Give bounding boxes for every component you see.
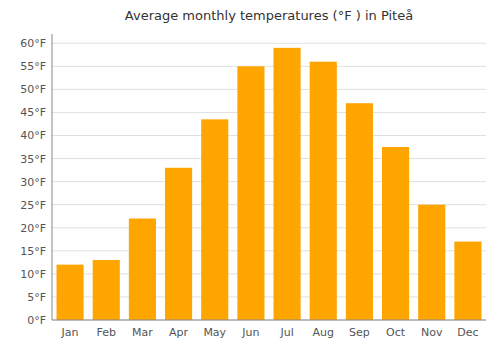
bar	[418, 205, 445, 320]
bar	[274, 48, 301, 320]
x-tick-label: Feb	[97, 326, 116, 339]
x-tick-label: Dec	[457, 326, 478, 339]
y-tick-label: 35°F	[20, 153, 46, 166]
y-tick-label: 40°F	[20, 129, 46, 142]
title: Average monthly temperatures (°F ) in Pi…	[125, 8, 413, 23]
x-tick-label: Nov	[421, 326, 443, 339]
bar	[454, 242, 481, 320]
x-tick-label: Jan	[61, 326, 79, 339]
x-tick-label: Jul	[279, 326, 293, 339]
chart: Average monthly temperatures (°F ) in Pi…	[0, 0, 500, 350]
y-tick-label: 15°F	[20, 245, 46, 258]
bars	[57, 48, 482, 320]
grid-line	[52, 181, 486, 182]
grid-line	[52, 43, 486, 44]
y-tick-label: 5°F	[27, 291, 46, 304]
y-tick-label: 30°F	[20, 176, 46, 189]
y-tick-label: 55°F	[20, 60, 46, 73]
bar	[346, 103, 373, 320]
x-tick-label: Apr	[169, 326, 189, 339]
y-axis-line	[52, 34, 53, 320]
x-tick-label: Jun	[241, 326, 259, 339]
x-tick-label: Mar	[132, 326, 153, 339]
bar	[310, 62, 337, 320]
y-tick-label: 20°F	[20, 222, 46, 235]
grid-line	[52, 112, 486, 113]
y-tick-label: 45°F	[20, 106, 46, 119]
y-tick-label: 25°F	[20, 199, 46, 212]
grid-line	[52, 89, 486, 90]
grid-line	[52, 135, 486, 136]
x-tick-label: Aug	[313, 326, 334, 339]
bar	[201, 119, 228, 320]
grid	[52, 43, 486, 320]
x-tick-label: Sep	[349, 326, 370, 339]
y-tick-label: 0°F	[27, 314, 46, 327]
x-axis-line	[52, 320, 486, 321]
bar	[165, 168, 192, 320]
y-tick-label: 50°F	[20, 83, 46, 96]
y-tick-label: 10°F	[20, 268, 46, 281]
x-tick-label: Oct	[386, 326, 406, 339]
x-tick-label: May	[203, 326, 226, 339]
grid-line	[52, 66, 486, 67]
bar	[237, 66, 264, 320]
grid-line	[52, 158, 486, 159]
y-tick-label: 60°F	[20, 37, 46, 50]
bar	[129, 219, 156, 320]
bar	[93, 260, 120, 320]
grid-line	[52, 320, 486, 321]
bar	[57, 265, 84, 320]
bar	[382, 147, 409, 320]
